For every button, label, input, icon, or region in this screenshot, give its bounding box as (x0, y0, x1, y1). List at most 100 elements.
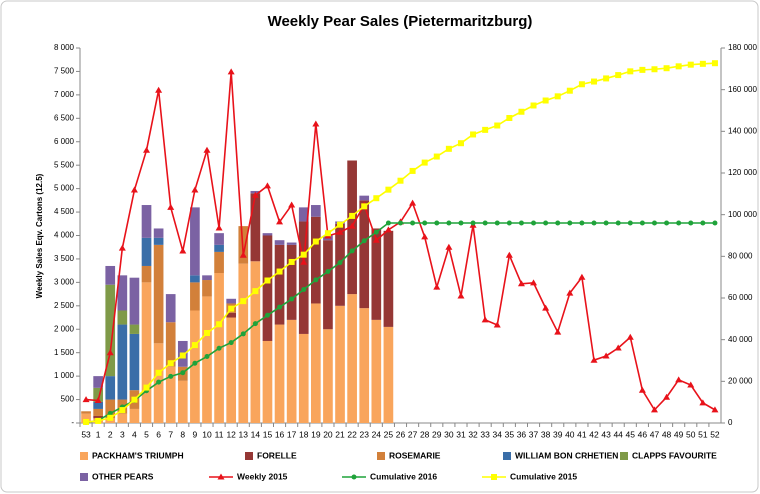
line-marker (325, 269, 331, 275)
bar-segment (383, 326, 394, 423)
line-marker (312, 120, 320, 127)
x-tick-label: 14 (251, 429, 261, 439)
legend-swatch (503, 452, 511, 460)
line-marker (300, 251, 307, 258)
line-marker (457, 292, 465, 299)
line-marker (650, 406, 658, 413)
bar-segment (93, 415, 103, 419)
x-tick-label: 19 (311, 429, 321, 439)
bar-segment (226, 317, 237, 423)
line-marker (699, 60, 706, 67)
bar-segment (226, 312, 237, 318)
x-tick-label: 4 (132, 429, 137, 439)
line-marker (481, 316, 489, 323)
bar-segment (190, 282, 200, 311)
legend-label: Weekly 2015 (237, 471, 288, 481)
bar-segment (93, 387, 103, 402)
line-marker (179, 352, 186, 359)
bar-segment (238, 263, 249, 423)
bar-segment (202, 275, 212, 281)
line-marker (409, 199, 417, 206)
x-tick-label: 20 (323, 429, 333, 439)
line-marker (349, 248, 355, 254)
line-marker (542, 97, 549, 104)
bar-segment (262, 340, 273, 423)
bar-segment (141, 237, 152, 266)
line-marker (324, 230, 331, 237)
line-marker (106, 349, 114, 356)
x-tick-label: 45 (626, 429, 636, 439)
line-marker (494, 122, 501, 129)
line-marker (179, 247, 187, 254)
line-marker (373, 195, 380, 202)
line-marker (663, 393, 671, 400)
bar-segment (141, 265, 152, 283)
y2-tick-label: 160 000 (728, 85, 757, 94)
chart-title: Weekly Pear Sales (Pietermaritzburg) (268, 13, 533, 30)
bar-segment (129, 324, 140, 334)
bar-segment (298, 221, 309, 334)
bar-segment (323, 329, 333, 423)
line-marker (651, 220, 657, 226)
line-marker (458, 220, 464, 226)
x-tick-label: 33 (480, 429, 490, 439)
x-tick-label: 47 (650, 429, 660, 439)
line-marker (385, 220, 391, 226)
legend-marker (491, 474, 497, 480)
bar-segment (93, 376, 103, 388)
line-marker (446, 220, 452, 226)
line-marker (192, 360, 198, 366)
line-marker (385, 186, 392, 193)
bar-segment (117, 324, 128, 400)
line-marker (614, 344, 622, 351)
x-tick-label: 48 (662, 429, 672, 439)
line-marker (119, 407, 126, 414)
line-marker (384, 226, 392, 233)
line-marker (433, 283, 441, 290)
legend-marker (351, 474, 357, 480)
line-marker (155, 86, 163, 93)
bar-segment (153, 237, 164, 245)
line-marker (361, 238, 367, 244)
x-tick-label: 8 (180, 429, 185, 439)
line-marker (603, 220, 609, 226)
x-tick-label: 35 (505, 429, 515, 439)
x-tick-label: 34 (493, 429, 503, 439)
bar-segment (214, 233, 224, 245)
bar-segment (165, 294, 176, 323)
bar-segment (274, 240, 285, 245)
bar-segment (153, 244, 164, 344)
bar-segment (117, 310, 128, 325)
line-marker (94, 397, 102, 403)
line-marker (711, 60, 718, 67)
y-tick-label: 3 000 (54, 277, 75, 286)
bar-segment (214, 244, 224, 252)
line-marker (107, 414, 114, 421)
line-marker (191, 186, 199, 193)
line-marker (639, 66, 646, 73)
line-marker (263, 182, 271, 189)
legend-marker (217, 473, 225, 480)
line-marker (203, 146, 211, 153)
x-tick-label: 1 (96, 429, 101, 439)
line-marker (517, 280, 525, 287)
legend-label: OTHER PEARS (92, 471, 154, 481)
bar-segment (274, 244, 285, 325)
line-marker (566, 87, 573, 94)
bar-segment (371, 319, 382, 423)
bar-segment (165, 366, 176, 423)
line-marker (180, 370, 186, 376)
y-axis-label: Weekly Sales Eqv. Cartons (12.5) (35, 173, 44, 298)
x-tick-label: 9 (193, 429, 198, 439)
bar-segment (347, 294, 357, 423)
x-tick-label: 24 (372, 429, 382, 439)
line-marker (555, 220, 561, 226)
line-marker (578, 81, 585, 88)
line-marker (590, 356, 598, 363)
line-marker (651, 66, 658, 73)
line-marker (143, 384, 150, 391)
line-marker (627, 68, 634, 75)
legend-swatch (245, 452, 253, 460)
line-marker (239, 251, 247, 258)
